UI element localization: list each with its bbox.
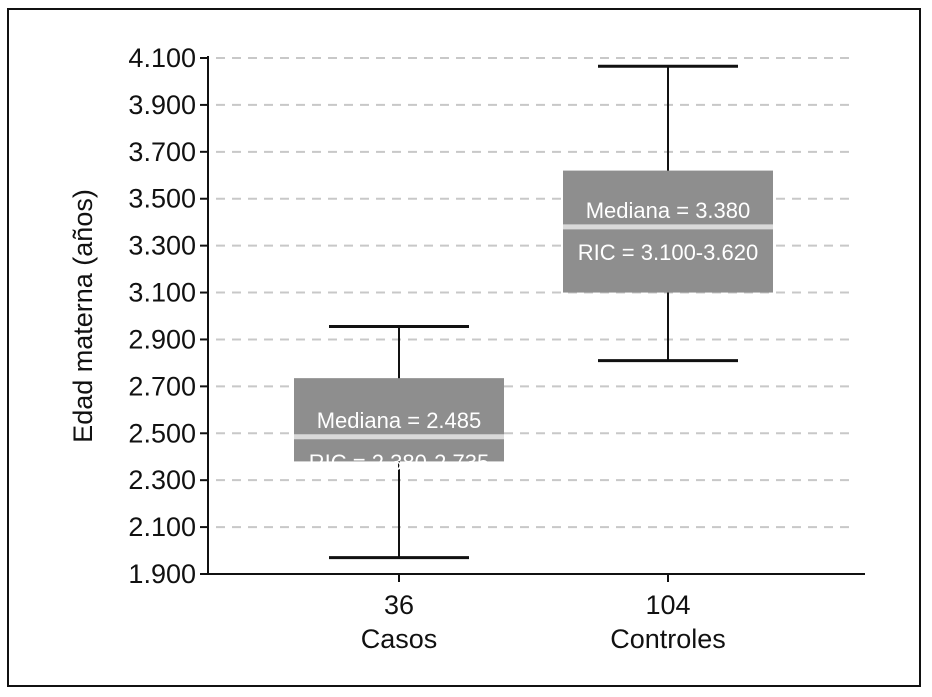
y-tick-label: 3.500 <box>128 184 196 214</box>
y-tick-label: 2.700 <box>128 371 196 401</box>
iqr-label: RIC = 3.100-3.620 <box>578 240 758 265</box>
median-label: Mediana = 2.485 <box>317 408 482 433</box>
y-tick-label: 1.900 <box>128 559 196 589</box>
category-name-label: Casos <box>361 624 438 654</box>
y-axis-title: Edad materna (años) <box>68 189 98 443</box>
y-tick-label: 4.100 <box>128 43 196 73</box>
y-axis: 1.900 2.100 2.300 2.500 2.700 2.900 3.100 3.300… <box>128 43 209 589</box>
y-tick-label: 3.700 <box>128 137 196 167</box>
y-tick-label: 2.100 <box>128 512 196 542</box>
category-count-label: 104 <box>645 590 690 620</box>
iqr-box <box>563 170 773 293</box>
category-count-label: 36 <box>384 590 414 620</box>
y-tick-label: 3.900 <box>128 90 196 120</box>
median-label: Mediana = 3.380 <box>586 198 751 223</box>
chart-frame <box>7 8 921 687</box>
y-tick-label: 2.500 <box>128 418 196 448</box>
y-tick-label: 2.900 <box>128 324 196 354</box>
boxes: Mediana = 2.485 RIC = 2.380-2.735 Mediana … <box>294 64 773 560</box>
category-name-label: Controles <box>610 624 726 654</box>
iqr-label: RIC = 2.380-2.735 <box>309 450 489 475</box>
y-tick-label: 3.300 <box>128 231 196 261</box>
y-tick-label: 3.100 <box>128 278 196 308</box>
y-tick-label: 2.300 <box>128 465 196 495</box>
iqr-box <box>294 378 504 462</box>
x-axis: 36 Casos 104 Controles <box>208 573 865 654</box>
